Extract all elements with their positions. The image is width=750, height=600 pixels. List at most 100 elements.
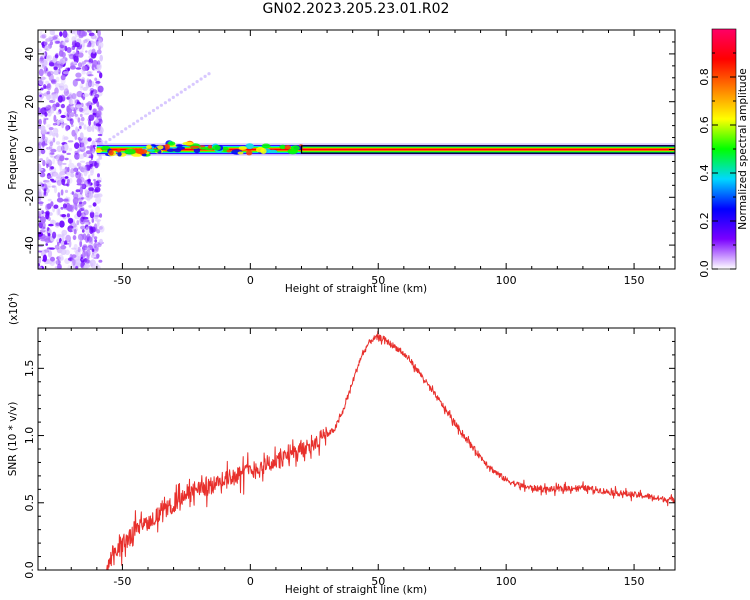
noise-dot (71, 247, 77, 250)
colorbar-ticks: 0.0 0.2 0.4 0.6 0.8 (698, 52, 736, 278)
noise-dot (98, 259, 103, 263)
noise-dot (43, 118, 46, 125)
noise-dot (88, 114, 95, 121)
noise-dot (99, 54, 103, 62)
noise-dot (82, 265, 88, 269)
spectral-blob (108, 149, 114, 156)
noise-dot (96, 220, 100, 227)
noise-dot (97, 118, 103, 125)
noise-dot (94, 93, 100, 99)
noise-dot (62, 30, 68, 38)
colorbar-label: Normalized spectral amplitude (737, 68, 749, 229)
noise-dot (46, 90, 51, 95)
noise-dot (41, 227, 48, 231)
snr-ylabel: SNR (10 * v/v) (7, 402, 19, 477)
noise-dot (75, 67, 82, 70)
colorbar-tick-label: 0.0 (698, 260, 711, 278)
noise-dot (58, 254, 64, 261)
spectral-blob (164, 143, 170, 150)
noise-dot (62, 162, 67, 165)
noise-dot (81, 42, 86, 48)
noise-dot (84, 38, 90, 42)
noise-dot (80, 86, 83, 89)
noise-dot (75, 189, 81, 193)
snr-xtick-label: 150 (624, 575, 645, 588)
noise-dot (93, 188, 99, 193)
noise-dot (68, 257, 74, 261)
noise-dot (66, 152, 71, 155)
noise-dot (55, 141, 61, 145)
noise-dot (97, 105, 103, 111)
snr-ytick-label: 1.0 (23, 427, 36, 445)
noise-dot (67, 140, 74, 143)
noise-dot (52, 137, 56, 143)
noise-dot (73, 61, 77, 65)
noise-dot (75, 113, 79, 120)
noise-dot (47, 233, 51, 237)
noise-dot (95, 180, 100, 187)
noise-dot (61, 145, 65, 152)
trace-dot (195, 80, 199, 84)
noise-dot (91, 167, 95, 170)
noise-dot (86, 249, 91, 257)
noise-dot (83, 219, 90, 223)
noise-dot (78, 125, 82, 130)
noise-dot (83, 137, 88, 143)
noise-dot (52, 57, 57, 64)
noise-dot (41, 33, 47, 39)
noise-dot (59, 31, 63, 37)
noise-dot (77, 246, 81, 253)
noise-dot (77, 162, 80, 167)
spectral-blob (176, 146, 185, 150)
noise-dot (90, 102, 96, 105)
trace-dot (144, 114, 148, 118)
noise-dot (62, 203, 67, 209)
noise-dot (81, 70, 86, 75)
spectrogram-xtick-label: 100 (496, 274, 517, 287)
noise-dot (38, 265, 42, 269)
noise-dot (81, 229, 85, 233)
noise-dot (60, 248, 67, 255)
noise-dot (54, 244, 60, 250)
noise-dot (45, 203, 50, 211)
noise-dot (97, 173, 100, 178)
noise-dot (48, 223, 54, 227)
noise-dot (98, 38, 103, 44)
noise-dot (71, 45, 76, 51)
noise-dot (48, 217, 51, 221)
noise-dot (56, 119, 60, 125)
trace-dot (128, 124, 132, 128)
noise-dot (52, 127, 59, 135)
noise-dot (94, 239, 98, 243)
noise-dot (66, 178, 70, 184)
noise-dot (89, 70, 93, 74)
noise-dot (100, 42, 104, 48)
noise-dot (68, 239, 72, 248)
noise-dot (38, 266, 43, 269)
noise-dot (47, 250, 53, 258)
noise-dot (40, 87, 44, 91)
noise-dot (92, 144, 96, 148)
noise-dot (66, 113, 69, 121)
spectrogram-xlabel: Height of straight line (km) (285, 283, 427, 295)
noise-dot (38, 216, 42, 219)
snr-series-line (38, 330, 675, 570)
noise-dot (40, 93, 45, 99)
noise-dot (42, 84, 47, 90)
noise-dot (56, 145, 63, 153)
noise-dot (40, 226, 46, 230)
noise-dot (67, 265, 71, 269)
noise-dot (75, 72, 82, 78)
noise-dot (55, 76, 60, 83)
noise-dot (50, 151, 55, 155)
spectral-blob (175, 144, 183, 147)
noise-dot (73, 228, 77, 235)
noise-dot (90, 209, 94, 213)
noise-dot (45, 182, 52, 187)
noise-dot (59, 118, 65, 124)
trace-dot (167, 98, 171, 102)
trace-dot (120, 130, 124, 134)
noise-dot (60, 245, 67, 250)
noise-dot (69, 159, 72, 164)
snr-xtick-label: -50 (113, 575, 131, 588)
